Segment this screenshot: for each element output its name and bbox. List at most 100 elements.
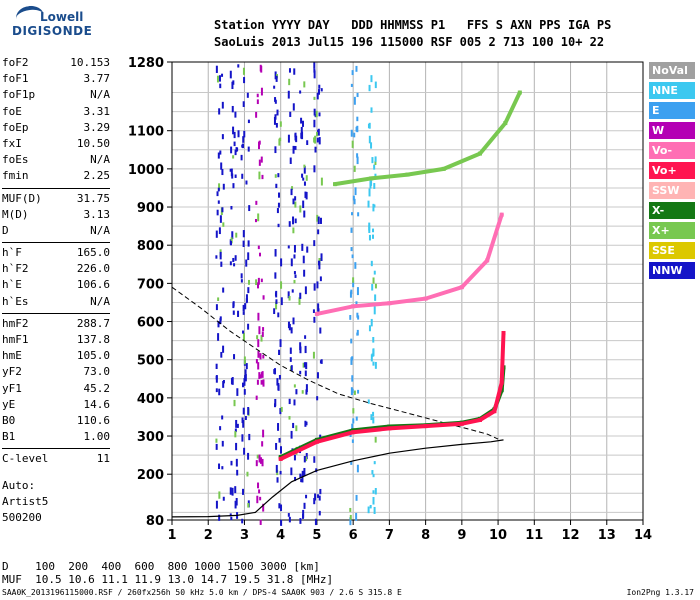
echo-noise-mark	[280, 297, 283, 306]
echo-noise-mark	[374, 81, 377, 89]
echo-noise-mark	[372, 411, 375, 417]
param-value: N/A	[90, 88, 110, 102]
echo-noise-mark	[262, 429, 265, 438]
echo-noise-mark	[257, 362, 260, 370]
param-value: 31.75	[76, 191, 110, 205]
echo-noise-mark	[287, 321, 290, 329]
param-label: h`E	[2, 278, 22, 292]
echo-noise-mark	[278, 192, 281, 198]
x-tick-label: 2	[204, 528, 213, 543]
echo-noise-mark	[373, 506, 376, 515]
echo-trace	[333, 90, 522, 187]
echo-noise-mark	[242, 488, 245, 495]
param-row: foEp 3.29	[2, 121, 110, 137]
echo-noise-mark	[233, 141, 236, 147]
echo-noise-mark	[303, 210, 306, 218]
polarization-legend: NoVal NNE E W Vo- Vo+ SSW X- X+ SSE NNW	[649, 62, 695, 282]
echo-noise-mark	[257, 245, 260, 250]
echo-noise-mark	[245, 259, 248, 267]
echo-trace-point	[351, 430, 356, 435]
echo-noise-mark	[293, 68, 296, 75]
y-tick-label: 400	[137, 392, 164, 407]
legend-item: X+	[649, 222, 695, 239]
echo-noise-mark	[215, 65, 218, 73]
echo-noise-mark	[222, 381, 225, 388]
param-value: 288.7	[76, 316, 110, 330]
echo-noise-mark	[293, 384, 296, 388]
echo-noise-mark	[257, 339, 260, 348]
echo-noise-mark	[222, 496, 225, 501]
echo-noise-mark	[236, 388, 239, 396]
echo-noise-mark	[258, 171, 261, 180]
echo-noise-mark	[295, 389, 298, 395]
echo-noise-mark	[221, 134, 224, 140]
echo-noise-mark	[351, 254, 354, 259]
param-value: 11	[96, 452, 110, 466]
legend-item: E	[649, 102, 695, 119]
echo-noise-mark	[230, 516, 233, 521]
echo-noise-mark	[218, 108, 221, 115]
echo-noise-mark	[236, 423, 239, 428]
param-separator	[2, 312, 110, 314]
echo-noise-mark	[293, 279, 296, 284]
echo-noise-mark	[303, 467, 306, 476]
echo-noise-mark	[372, 417, 375, 424]
echo-noise-mark	[245, 180, 248, 185]
echo-noise-mark	[370, 318, 373, 327]
logo-line1: Lowell	[40, 10, 84, 24]
echo-noise-mark	[241, 518, 244, 524]
echo-trace-point	[333, 182, 338, 187]
param-separator	[2, 242, 110, 244]
echo-noise-mark	[301, 243, 304, 251]
echo-noise-mark	[292, 145, 295, 154]
echo-noise-mark	[371, 157, 374, 164]
echo-noise-mark	[356, 125, 359, 133]
echo-noise-mark	[218, 75, 221, 82]
param-value: 73.0	[83, 365, 111, 379]
echo-noise-mark	[215, 230, 218, 238]
echo-noise-mark	[241, 143, 244, 149]
param-label: h`Es	[2, 294, 29, 308]
echo-noise-mark	[372, 277, 375, 284]
echo-noise-mark	[234, 111, 237, 118]
echo-noise-mark	[221, 466, 224, 470]
echo-noise-mark	[232, 257, 235, 263]
echo-noise-mark	[304, 335, 307, 339]
echo-noise-mark	[299, 473, 302, 478]
echo-noise-mark	[313, 137, 316, 143]
echo-noise-mark	[305, 421, 308, 426]
echo-noise-mark	[301, 120, 304, 127]
legend-item: Vo-	[649, 142, 695, 159]
echo-noise-mark	[233, 354, 236, 360]
x-tick-label: 4	[276, 528, 285, 543]
echo-noise-mark	[320, 253, 323, 261]
echo-noise-mark	[277, 223, 280, 228]
param-value: 14.6	[83, 397, 111, 411]
echo-noise-mark	[217, 297, 220, 301]
echo-noise-mark	[217, 333, 220, 341]
param-label: fmin	[2, 169, 29, 183]
echo-noise-mark	[229, 168, 232, 172]
param-label: D	[2, 223, 9, 237]
echo-noise-mark	[299, 205, 302, 213]
echo-noise-mark	[372, 349, 375, 354]
echo-trace	[278, 331, 506, 461]
echo-noise-mark	[351, 375, 354, 382]
auto-line: 500200	[2, 511, 42, 524]
echo-noise-mark	[371, 470, 374, 475]
echo-trace-point	[477, 418, 482, 423]
echo-noise-mark	[216, 75, 219, 83]
echo-noise-mark	[244, 374, 247, 382]
echo-noise-mark	[374, 361, 377, 369]
echo-noise-mark	[349, 517, 352, 526]
param-label: hmF1	[2, 333, 29, 346]
echo-noise-mark	[372, 228, 375, 233]
echo-noise-mark	[256, 379, 259, 385]
echo-noise-mark	[349, 514, 352, 520]
echo-noise-mark	[247, 452, 250, 460]
echo-noise-mark	[274, 174, 277, 178]
echo-noise-mark	[313, 497, 316, 505]
echo-noise-mark	[255, 279, 258, 286]
param-value: 226.0	[76, 262, 110, 276]
echo-noise-mark	[260, 87, 263, 96]
